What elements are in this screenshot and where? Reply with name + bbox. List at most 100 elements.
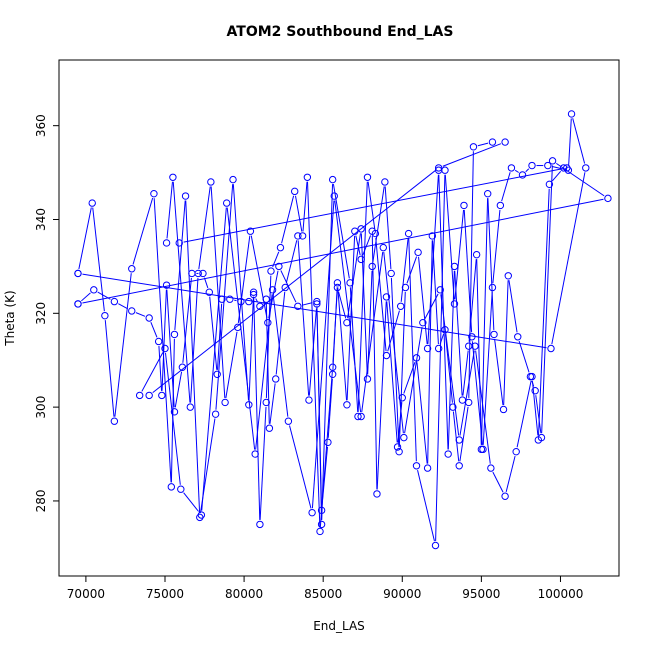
- series-segment: [452, 411, 460, 462]
- data-point: [455, 462, 463, 470]
- data-point: [387, 269, 395, 278]
- series-segment: [551, 170, 562, 182]
- data-point: [400, 433, 408, 442]
- series-segment: [327, 378, 333, 438]
- series-segment: [390, 277, 400, 448]
- data-point: [245, 297, 253, 306]
- data-point: [316, 527, 324, 536]
- data-point: [412, 462, 421, 470]
- data-point: [226, 295, 234, 303]
- data-point: [518, 171, 527, 179]
- data-point: [460, 201, 468, 210]
- series-segment: [259, 406, 267, 520]
- series-segment: [332, 183, 350, 279]
- series-segment: [468, 259, 477, 342]
- data-point: [294, 302, 302, 310]
- series-segment: [444, 174, 455, 300]
- series-segment: [408, 238, 417, 462]
- data-point: [154, 337, 163, 346]
- data-point: [186, 403, 194, 411]
- data-point: [162, 239, 171, 247]
- data-point: [414, 248, 422, 257]
- data-point: [333, 279, 342, 287]
- series-segment: [384, 186, 392, 269]
- y-tick-label: 280: [34, 489, 48, 512]
- data-point: [559, 164, 568, 172]
- data-point: [346, 279, 354, 287]
- data-point: [563, 164, 571, 172]
- series-segment: [253, 296, 261, 520]
- data-point: [504, 272, 512, 280]
- data-point: [158, 391, 166, 400]
- data-point: [170, 330, 179, 339]
- data-point: [330, 192, 338, 200]
- data-point: [267, 267, 275, 275]
- series-segment: [190, 277, 199, 403]
- series-segment: [525, 168, 530, 173]
- data-point: [363, 375, 372, 383]
- series-segment: [347, 233, 361, 319]
- series-segment: [477, 142, 489, 147]
- data-point: [534, 436, 543, 444]
- data-point: [507, 164, 516, 172]
- data-point: [303, 173, 312, 181]
- series-segment: [367, 270, 373, 375]
- data-point: [431, 541, 440, 550]
- series-segment: [141, 352, 164, 392]
- series-segment: [538, 188, 550, 436]
- x-tick-label: 100000: [538, 587, 584, 601]
- data-point: [128, 265, 136, 273]
- series-segment: [371, 235, 378, 490]
- series-segment: [417, 470, 435, 542]
- series-segment: [302, 302, 313, 306]
- data-point: [145, 314, 153, 322]
- series-segment: [531, 381, 539, 436]
- series-segment: [164, 352, 181, 485]
- series-segment: [468, 151, 474, 398]
- series-segment: [387, 310, 400, 352]
- series-segment: [295, 195, 303, 232]
- series-segment: [505, 455, 516, 493]
- data-point: [175, 239, 183, 247]
- series-segment: [404, 327, 423, 434]
- series-segment: [150, 321, 158, 338]
- series-segment: [375, 237, 387, 352]
- data-point: [528, 161, 536, 170]
- series-segment: [386, 301, 398, 443]
- series-segment: [183, 168, 563, 243]
- series-segment: [346, 235, 356, 401]
- data-point: [328, 363, 337, 371]
- series-segment: [183, 492, 199, 512]
- series-segment: [440, 294, 460, 436]
- data-point: [167, 483, 176, 491]
- data-point: [428, 232, 437, 240]
- data-point: [246, 227, 255, 235]
- x-tick-label: 85000: [304, 587, 342, 601]
- data-point: [472, 250, 481, 259]
- data-point: [194, 269, 202, 278]
- series-segment: [289, 425, 312, 509]
- data-point: [373, 490, 381, 498]
- data-point: [199, 269, 207, 278]
- series-segment: [518, 340, 530, 373]
- data-point: [567, 110, 576, 118]
- series-segment: [475, 350, 491, 464]
- series-segment: [442, 143, 502, 167]
- y-axis-label: Theta (K): [3, 290, 17, 346]
- series-segment: [166, 181, 173, 239]
- series-segment: [372, 186, 385, 263]
- data-point: [487, 464, 495, 472]
- series-segment: [494, 338, 504, 406]
- series-segment: [444, 334, 453, 403]
- series-4: [145, 138, 509, 400]
- series-segment: [272, 251, 280, 268]
- data-point: [471, 342, 479, 350]
- series-segment: [132, 197, 154, 265]
- y-tick-label: 320: [34, 302, 48, 325]
- series-segment: [492, 471, 504, 493]
- series-segment: [349, 287, 359, 413]
- data-point: [363, 173, 372, 181]
- series-segment: [232, 184, 250, 401]
- series-segment: [357, 181, 368, 413]
- data-point: [150, 189, 158, 198]
